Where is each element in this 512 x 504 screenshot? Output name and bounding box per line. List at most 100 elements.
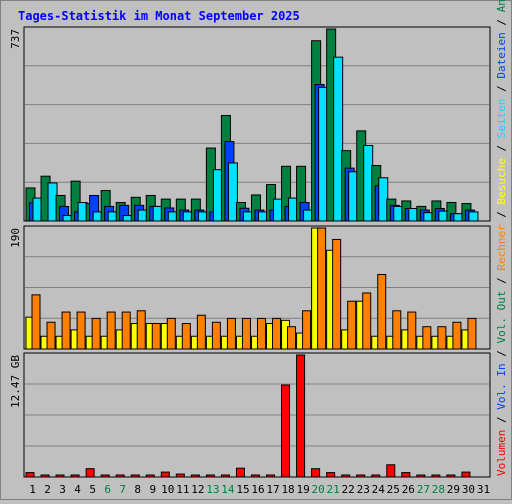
x-tick-label-day-7: 7 (119, 483, 126, 496)
bar-rechner-day-26 (407, 311, 417, 350)
x-tick-label-day-4: 4 (74, 483, 81, 496)
x-tick-label-day-15: 15 (236, 483, 249, 496)
bar-volumen-day-2 (40, 474, 50, 478)
bar-rechner-day-16 (256, 317, 266, 350)
legend-entry-volumen: Volumen (495, 430, 508, 476)
bar-rechner-day-15 (241, 317, 251, 350)
bar-volumen-day-28 (431, 474, 441, 478)
bar-rechner-day-13 (211, 321, 221, 350)
x-tick-label-day-2: 2 (44, 483, 51, 496)
legend-entry-vol-out: Vol. Out (495, 291, 508, 344)
x-tick-label-day-21: 21 (327, 483, 340, 496)
bar-volumen-day-24 (371, 474, 381, 478)
x-tick-label-day-18: 18 (281, 483, 294, 496)
x-tick-label-day-9: 9 (149, 483, 156, 496)
x-tick-label-day-13: 13 (206, 483, 219, 496)
x-tick-label-day-14: 14 (221, 483, 235, 496)
bar-rechner-day-11 (181, 323, 191, 350)
bar-volumen-day-15 (235, 467, 245, 478)
bar-rechner-day-29 (452, 321, 462, 350)
bar-volumen-day-5 (85, 468, 95, 478)
bar-volumen-day-9 (145, 474, 155, 478)
bar-rechner-day-4 (76, 311, 86, 350)
bar-rechner-day-9 (151, 323, 161, 350)
x-tick-label-day-17: 17 (266, 483, 279, 496)
chart-title: Tages-Statistik im Monat September 2025 (18, 9, 300, 23)
bar-volumen-day-19 (296, 354, 306, 478)
x-tick-label-day-25: 25 (387, 483, 400, 496)
bar-volumen-day-6 (100, 474, 110, 478)
bar-volumen-day-22 (341, 474, 351, 478)
x-tick-label-day-6: 6 (104, 483, 111, 496)
bar-rechner-day-5 (91, 317, 101, 350)
bar-rechner-day-17 (272, 317, 282, 350)
bar-rechner-day-7 (121, 311, 131, 350)
bar-rechner-day-6 (106, 311, 116, 350)
x-tick-label-day-22: 22 (342, 483, 355, 496)
x-tick-label-day-8: 8 (134, 483, 141, 496)
x-tick-label-day-11: 11 (176, 483, 189, 496)
bar-volumen-day-4 (70, 474, 80, 478)
x-tick-label-day-16: 16 (251, 483, 264, 496)
bar-rechner-day-23 (362, 292, 372, 350)
x-tick-label-day-23: 23 (357, 483, 370, 496)
x-tick-label-day-30: 30 (462, 483, 475, 496)
bar-volumen-day-23 (356, 474, 366, 478)
bar-volumen-day-13 (205, 474, 215, 478)
bar-rechner-day-12 (196, 314, 206, 350)
bar-volumen-day-10 (160, 471, 170, 478)
x-tick-label-day-29: 29 (447, 483, 460, 496)
bar-rechner-day-8 (136, 310, 146, 350)
bar-rechner-day-30 (467, 317, 477, 350)
bar-rechner-day-28 (437, 326, 447, 350)
x-tick-label-day-12: 12 (191, 483, 204, 496)
bar-volumen-day-27 (416, 474, 426, 478)
bar-volumen-day-25 (386, 464, 396, 478)
x-tick-label-day-24: 24 (372, 483, 386, 496)
bar-volumen-day-8 (130, 474, 140, 478)
bar-volumen-day-16 (250, 474, 260, 478)
legend-entry-vol-in: Vol. In (495, 363, 508, 409)
bar-rechner-day-19 (302, 310, 312, 350)
bar-volumen-day-21 (326, 472, 336, 478)
bar-volumen-day-11 (175, 473, 185, 478)
bar-rechner-day-2 (46, 321, 56, 350)
bar-rechner-day-22 (347, 300, 357, 350)
bar-rechner-day-25 (392, 310, 402, 350)
y-max-label-3: 12.47 GB (9, 355, 22, 408)
x-tick-label-day-27: 27 (417, 483, 430, 496)
x-tick-label-day-19: 19 (296, 483, 309, 496)
x-tick-label-day-1: 1 (29, 483, 36, 496)
legend-entry-besuche: Besuche (495, 158, 508, 204)
bar-volumen-day-14 (220, 474, 230, 478)
legend-entry-dateien: Dateien (495, 32, 508, 78)
x-tick-label-day-28: 28 (432, 483, 445, 496)
bar-volumen-day-20 (311, 468, 321, 478)
bar-volumen-day-17 (266, 474, 276, 478)
bar-seiten-day-30 (468, 211, 479, 222)
bar-rechner-day-27 (422, 326, 432, 350)
bar-rechner-day-21 (332, 238, 342, 350)
legend-entry-seiten: Seiten (495, 98, 508, 138)
bar-rechner-day-10 (166, 317, 176, 350)
bar-volumen-day-12 (190, 474, 200, 478)
bar-rechner-day-24 (377, 273, 387, 350)
bar-volumen-day-1 (25, 472, 35, 478)
x-tick-label-day-26: 26 (402, 483, 415, 496)
bar-volumen-day-18 (281, 384, 291, 478)
x-tick-label-day-31: 31 (477, 483, 490, 496)
bar-volumen-day-29 (446, 474, 456, 478)
x-tick-label-day-3: 3 (59, 483, 66, 496)
bar-rechner-day-20 (317, 227, 327, 350)
bar-seiten-day-14 (227, 162, 238, 222)
legend-entry-anfragen: Anfragen (495, 0, 508, 12)
bar-volumen-day-30 (461, 471, 471, 478)
y-max-label-2: 190 (9, 228, 22, 248)
y-max-label-1: 737 (9, 29, 22, 49)
x-tick-label-day-20: 20 (312, 483, 325, 496)
bar-rechner-day-3 (61, 311, 71, 350)
legend-entry-rechner: Rechner (495, 224, 508, 271)
bar-rechner-day-18 (287, 326, 297, 350)
legend-right: Volumen / Vol. In / Vol. Out / Rechner /… (495, 0, 508, 476)
